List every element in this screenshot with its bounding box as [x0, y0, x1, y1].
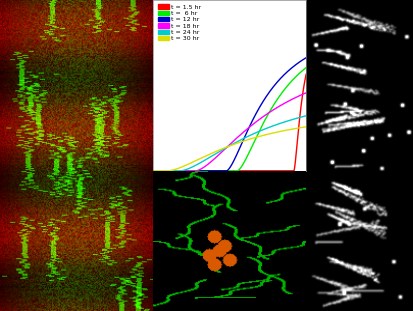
Legend: t = 1.5 hr, t =  6 hr, t = 12 hr, t = 18 hr, t = 24 hr, t = 30 hr: t = 1.5 hr, t = 6 hr, t = 12 hr, t = 18 …: [156, 3, 202, 43]
Y-axis label: [Shh] (nM): [Shh] (nM): [307, 67, 314, 104]
